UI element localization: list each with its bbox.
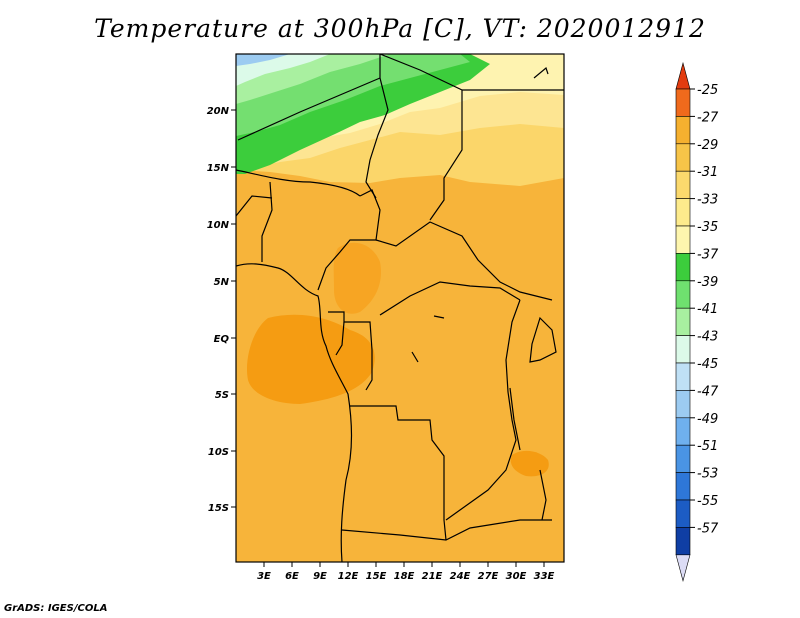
colorbar-label: -31 <box>697 165 718 180</box>
border-car-sudan <box>375 221 553 301</box>
border-west-1 <box>261 181 273 262</box>
border-west-2 <box>236 195 273 217</box>
border-gabon-congo <box>328 311 373 391</box>
border-drc-east <box>445 299 521 521</box>
colorbar-swatch <box>675 307 691 336</box>
border-angola <box>350 405 447 541</box>
colorbar-top-cap <box>675 61 691 90</box>
map-frame <box>235 53 565 563</box>
border-gabon <box>335 321 345 356</box>
lon-labels: 3E 6E 9E 12E 15E 18E 21E 24E 27E 30E 33E <box>257 571 554 582</box>
colorbar-label: -51 <box>697 439 718 454</box>
colorbar-swatch <box>675 499 691 528</box>
colorbar-swatch <box>675 417 691 446</box>
colorbar-bottom-cap <box>675 554 691 582</box>
colorbar-label: -47 <box>697 384 719 399</box>
colorbar-label: -53 <box>697 467 718 482</box>
colorbar-swatch <box>675 170 691 199</box>
colorbar-label: -29 <box>697 138 718 153</box>
colorbar-swatch <box>675 88 691 117</box>
map-field <box>236 54 564 562</box>
border-drc-north <box>379 281 521 316</box>
colorbar-swatch <box>675 362 691 391</box>
lat-labels: 20N 15N 10N 5N EQ 5S 10S 15S <box>207 106 230 514</box>
lon-label: 18E <box>394 571 415 582</box>
colorbar-label: -39 <box>697 275 718 290</box>
lon-label: 6E <box>285 571 299 582</box>
lake-malawi <box>539 469 547 521</box>
lon-label: 33E <box>534 571 555 582</box>
colorbar-label: -57 <box>697 521 719 536</box>
colorbar-swatch <box>675 253 691 282</box>
colorbar-swatch <box>675 335 691 364</box>
colorbar-label: -45 <box>697 357 718 372</box>
colorbar-label: -37 <box>697 247 719 262</box>
colorbar-label: -55 <box>697 494 718 509</box>
border-namibia-botswana <box>341 519 552 541</box>
lon-label: 9E <box>313 571 327 582</box>
lake-victoria <box>529 316 557 363</box>
colorbar-swatch <box>675 116 691 145</box>
colorbar-swatch <box>675 472 691 501</box>
field-band-27-north <box>333 242 382 314</box>
lon-label: 15E <box>366 571 387 582</box>
coastline-west <box>236 263 353 562</box>
field-band-45 <box>236 54 290 66</box>
colorbar-label: -33 <box>697 193 718 208</box>
colorbar-label: -49 <box>697 412 718 427</box>
field-band-27-east <box>510 450 549 477</box>
river-1 <box>433 315 445 319</box>
colorbar-label: -25 <box>697 83 718 98</box>
lat-label: 5N <box>214 277 230 288</box>
axis-ticks <box>231 109 545 567</box>
river-2 <box>411 351 419 363</box>
lon-label: 30E <box>506 571 527 582</box>
lake-tanganyika <box>509 387 521 451</box>
lat-label: 20N <box>207 106 230 117</box>
border-sahel <box>236 169 361 197</box>
lat-label: 15N <box>207 163 230 174</box>
colorbar-swatch <box>675 390 691 419</box>
lat-label: 15S <box>208 503 229 514</box>
colorbar-swatch <box>675 280 691 309</box>
colorbar-label: -43 <box>697 330 718 345</box>
footer-credit: GrADS: IGES/COLA <box>4 603 108 614</box>
border-libya-chad <box>379 54 463 221</box>
border-algeria <box>237 77 381 141</box>
colorbar-swatch <box>675 527 691 556</box>
lat-label: EQ <box>214 334 230 345</box>
map-title: Temperature at 300hPa [C], VT: 202001291… <box>94 14 706 43</box>
lon-label: 24E <box>450 571 471 582</box>
lon-label: 12E <box>338 571 359 582</box>
colorbar-swatch <box>675 225 691 254</box>
lon-label: 3E <box>257 571 271 582</box>
colorbar-label: -41 <box>697 302 718 317</box>
coast-red-sea <box>533 66 549 79</box>
colorbar-swatch <box>675 198 691 227</box>
lat-label: 5S <box>215 390 229 401</box>
colorbar-swatch <box>675 143 691 172</box>
lon-label: 21E <box>422 571 443 582</box>
colorbar-swatch <box>675 444 691 473</box>
lon-label: 27E <box>478 571 499 582</box>
lat-label: 10N <box>207 220 230 231</box>
colorbar-label: -35 <box>697 220 718 235</box>
country-borders <box>236 54 564 562</box>
colorbar: -25 -27 -29 -31 -33 -35 -37 -39 -41 -43 -45 -47 -49 -… <box>675 61 719 582</box>
lat-label: 10S <box>208 447 229 458</box>
colorbar-label: -27 <box>697 110 719 125</box>
